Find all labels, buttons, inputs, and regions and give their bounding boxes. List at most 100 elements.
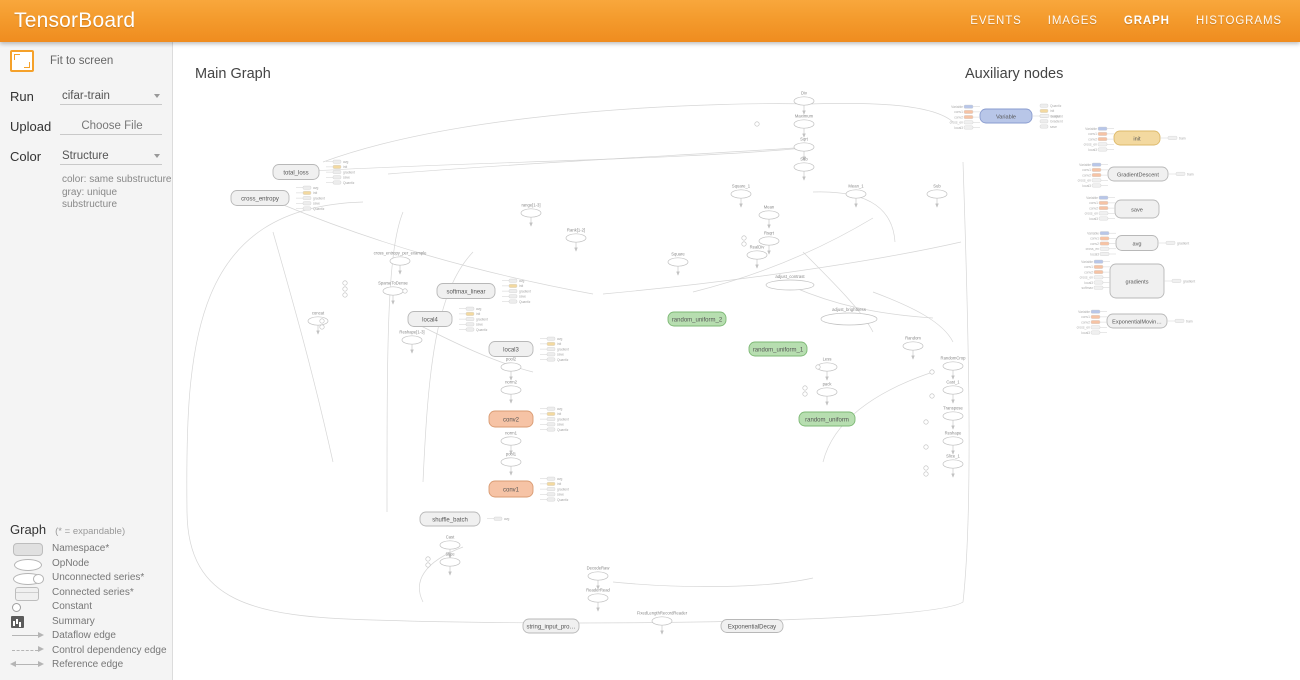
graph-node-label: adjust_brightness [832, 307, 866, 312]
graph-op-node[interactable]: Rank[1-2] [565, 228, 587, 252]
graph-op-node-label: Mean_1 [848, 184, 864, 189]
graph-node-random_uniform_2[interactable]: random_uniform_2 [667, 311, 727, 327]
graph-op-node[interactable]: pack [816, 382, 838, 406]
graph-op-node[interactable]: Slice [439, 552, 461, 576]
graph-op-node[interactable]: Maximum [793, 114, 815, 138]
graph-op-node[interactable]: Reshape[1-3] [399, 330, 425, 354]
graph-constant-node[interactable] [923, 419, 929, 425]
graph-op-node-label: Rank[1-2] [567, 228, 585, 233]
graph-op-node[interactable]: Transpose [942, 406, 963, 430]
graph-op-node[interactable]: RealDiv [746, 245, 768, 269]
nav-item-graph[interactable]: GRAPH [1123, 15, 1170, 27]
graph-constant-node[interactable] [741, 235, 747, 241]
graph-constant-node[interactable] [815, 364, 821, 370]
graph-constant-node[interactable] [923, 465, 929, 471]
graph-constant-node[interactable] [342, 292, 348, 298]
graph-node-total_loss[interactable]: total_loss [272, 164, 320, 180]
graph-op-node[interactable]: FixedLengthRecordReader [637, 611, 688, 635]
svg-text:Quantiz: Quantiz [557, 498, 569, 502]
graph-op-node[interactable]: Rsqrt [758, 231, 780, 255]
graph-constant-node[interactable] [923, 471, 929, 477]
graph-op-node[interactable]: Mean_1 [845, 184, 867, 208]
graph-node-label: conv1 [503, 487, 520, 493]
graph-op-node[interactable]: cross_entropy_per_example [374, 251, 428, 275]
nav-item-images[interactable]: IMAGES [1047, 15, 1098, 27]
graph-op-node[interactable]: Div [793, 91, 815, 115]
graph-op-node[interactable]: Cast_1 [942, 380, 964, 404]
graph-op-node[interactable]: Slice_1 [942, 454, 964, 478]
graph-op-node[interactable]: pool1 [500, 452, 522, 476]
graph-node-ExponentialDecay[interactable]: ExponentialDecay [720, 619, 784, 633]
graph-node-local3[interactable]: local3 [488, 341, 534, 357]
graph-constant-node[interactable] [342, 286, 348, 292]
graph-op-node[interactable]: Reshape [942, 431, 964, 455]
graph-constant-node[interactable] [342, 280, 348, 286]
graph-constant-node[interactable] [754, 121, 760, 127]
graph-op-node[interactable]: ReaderRead [586, 588, 611, 612]
graph-op-node[interactable]: range[1-3] [520, 203, 542, 227]
graph-op-node[interactable]: Cast [439, 535, 461, 559]
graph-constant-node[interactable] [741, 241, 747, 247]
graph-constant-node[interactable] [929, 393, 935, 399]
graph-node-shuffle_batch[interactable]: shuffle_batch [419, 511, 481, 527]
graph-constant-node[interactable] [402, 288, 408, 294]
fit-to-screen-row[interactable]: Fit to screen [0, 42, 172, 78]
color-select[interactable]: Structure [60, 147, 162, 165]
graph-constant-node[interactable] [425, 556, 431, 562]
graph-op-node[interactable]: Square_1 [730, 184, 752, 208]
legend-label: Constant [52, 601, 93, 613]
graph-op-node[interactable]: RandomCrop [941, 356, 967, 380]
nav-item-histograms[interactable]: HISTOGRAMS [1195, 15, 1282, 27]
svg-text:Quantiz: Quantiz [476, 328, 488, 332]
graph-op-node[interactable]: norm2 [500, 380, 522, 404]
graph-constant-node[interactable] [425, 562, 431, 568]
graph-node-local4[interactable]: local4 [407, 311, 453, 327]
graph-constant-node[interactable] [802, 391, 808, 397]
graph-constant-node[interactable] [929, 369, 935, 375]
graph-op-node[interactable]: DecodeRaw [587, 566, 611, 590]
graph-constant-node[interactable] [319, 324, 325, 330]
graph-node-conv1[interactable]: conv1 [488, 480, 534, 498]
svg-text:Quantiz: Quantiz [557, 358, 569, 362]
graph-op-node[interactable]: Sub [793, 157, 815, 181]
graph-node-label: random_uniform_2 [672, 317, 723, 323]
svg-text:save: save [557, 353, 564, 357]
graph-node-cross_entropy[interactable]: cross_entropy [230, 190, 290, 206]
graph-node-random_uniform_1[interactable]: random_uniform_1 [748, 341, 808, 357]
graph-rendering[interactable]: Div Maximum Sqrt Sub Square_1 Mean_1 Sub Mean Sq… [173, 42, 1300, 680]
choose-file-button[interactable]: Choose File [60, 117, 162, 135]
graph-op-node-label: Sqrt [800, 137, 809, 142]
fit-to-screen-icon[interactable] [10, 50, 34, 72]
graph-constant-node[interactable] [802, 385, 808, 391]
graph-canvas[interactable]: Main Graph Auxiliary nodes Div Maximum Sqr… [173, 42, 1300, 680]
legend-item-unconnected-series: Unconnected series* [10, 571, 173, 586]
graph-node-adjust_contrast[interactable]: adjust_contrast [765, 274, 815, 291]
aux-node-Variable[interactable]: VariableVariableconv1conv2cross_enlocal3… [950, 104, 1061, 130]
graph-op-node[interactable]: Sub [926, 184, 948, 208]
graph-op-node[interactable]: Square [667, 252, 689, 276]
graph-op-node[interactable]: norm1 [500, 431, 522, 455]
graph-node-string_input_pro[interactable]: string_input_pro… [522, 618, 580, 634]
graph-node-conv2[interactable]: conv2 [488, 410, 534, 428]
graph-op-node[interactable]: Sqrt [793, 137, 815, 161]
graph-op-node[interactable]: Mean [758, 205, 780, 229]
graph-constant-node[interactable] [319, 318, 325, 324]
graph-node-adjust_brightness[interactable]: adjust_brightness [820, 307, 878, 326]
graph-node-softmax_linear[interactable]: softmax_linear [436, 283, 496, 299]
graph-node-random_uniform[interactable]: random_uniform [798, 411, 856, 427]
graph-op-node[interactable]: concat [307, 311, 329, 335]
svg-text:init: init [476, 312, 480, 316]
graph-op-node[interactable]: pool2 [500, 357, 522, 381]
graph-constant-node[interactable] [923, 444, 929, 450]
graph-op-node[interactable]: Random [902, 336, 924, 360]
legend-label: OpNode [52, 557, 90, 569]
run-select[interactable]: cifar-train [60, 87, 162, 105]
nav-item-events[interactable]: EVENTS [970, 15, 1022, 27]
